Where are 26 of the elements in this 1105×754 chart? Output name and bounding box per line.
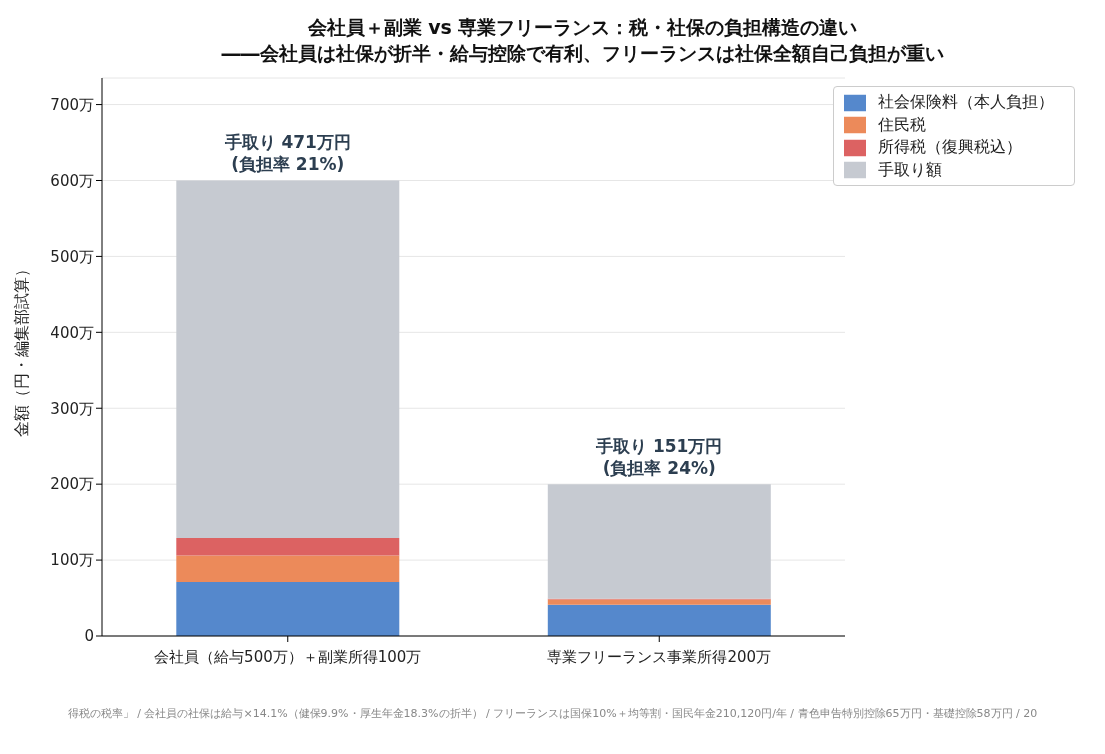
y-tick-label: 0	[84, 627, 94, 646]
y-tick-label: 600万	[50, 171, 94, 190]
text: 得税の税率」 / 会社員の社保は給与×14.1%（健保9.9%・厚生年金18.3%の折半） / フリーランスは国保10%＋均等割・国民年金210,120円/年 / 青色申告特別控除65万円・基礎控除58万円 / 20	[66, 706, 1039, 721]
bar	[176, 538, 400, 556]
bar	[547, 599, 771, 605]
legend-label: 手取り額	[878, 159, 942, 179]
legend-label: 社会保険料（本人負担）	[878, 92, 1054, 111]
chart-title: 会社員＋副業 vs 専業フリーランス：税・社保の負担構造の違い ――会社員は社保が折半・給与控除で有利、フリーランスは社保全額自己負担が重い	[220, 15, 945, 66]
bar	[176, 180, 400, 539]
bar	[176, 582, 400, 636]
y-axis-title: 金額（円・編集部試算）	[11, 261, 31, 437]
legend-label: 住民税	[878, 114, 926, 134]
x-tick-label: 専業フリーランス事業所得200万	[547, 648, 772, 666]
y-tick-label: 200万	[50, 475, 94, 494]
y-tick-label: 700万	[50, 95, 94, 114]
bar	[547, 604, 771, 636]
y-tick-label: 500万	[50, 247, 94, 266]
bar	[547, 484, 771, 599]
annotation: 手取り 151万円 (負担率 24%)	[595, 436, 723, 479]
annotation: 手取り 471万円 (負担率 21%)	[223, 132, 351, 175]
y-tick-label: 300万	[50, 399, 94, 418]
legend-label: 所得税（復興税込）	[878, 137, 1022, 156]
y-tick-label: 100万	[50, 551, 94, 570]
y-tick-label: 400万	[50, 323, 94, 342]
bar	[176, 555, 400, 583]
x-tick-label: 会社員（給与500万）＋副業所得100万	[154, 648, 422, 666]
